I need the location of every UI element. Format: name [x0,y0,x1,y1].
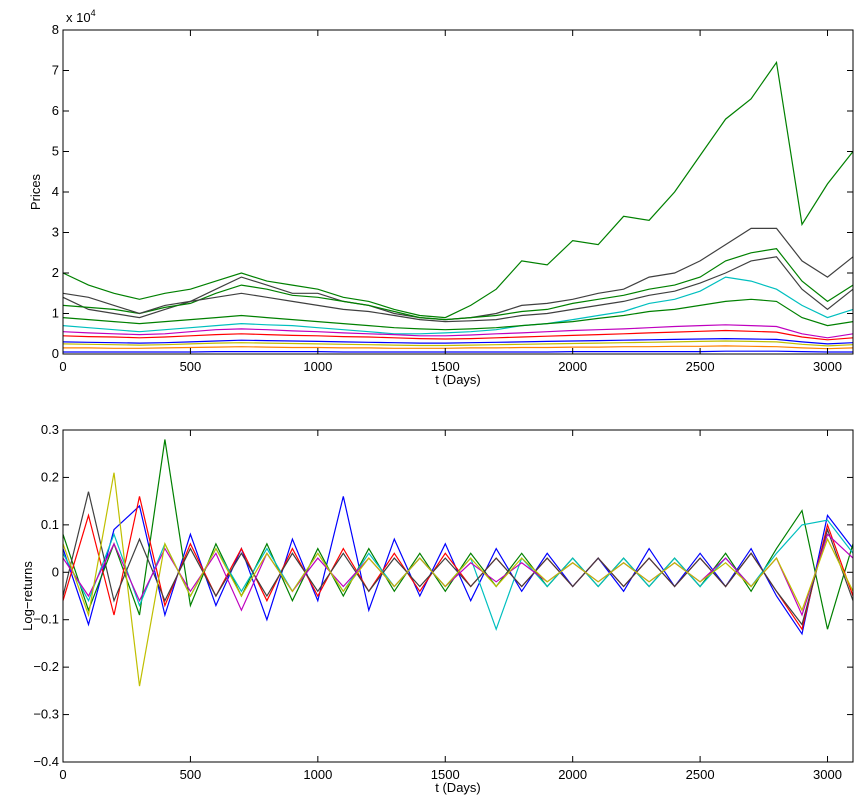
prices-x-tick-label: 0 [59,359,66,374]
prices-y-tick-label: 8 [52,22,59,37]
prices-x-axis-label: t (Days) [435,372,481,387]
prices-x-tick-label: 3000 [813,359,842,374]
log-returns-y-ticks: −0.4 −0.3 −0.2 −0.1 0 0.1 0.2 0.3 [33,422,853,769]
prices-y-tick-label: 4 [52,184,59,199]
prices-series-line-10 [62,340,854,347]
log-returns-y-tick-label: 0.1 [41,517,59,532]
log-returns-x-ticks: 0 500 1000 1500 2000 2500 3000 [59,430,842,782]
log-returns-x-tick-label: 0 [59,767,66,782]
prices-y-tick-label: 3 [52,225,59,240]
log-returns-y-tick-label: 0 [52,564,59,579]
log-returns-x-axis-label: t (Days) [435,780,481,795]
prices-series-line-9 [62,337,854,345]
prices-series-line-11 [63,345,854,350]
prices-exponent-base: x 10 [66,10,91,25]
prices-series-line-5 [62,276,854,335]
log-returns-series-group [62,439,854,687]
prices-series-line-4 [62,256,854,323]
log-returns-series-line-7 [62,472,854,687]
prices-y-tick-label: 1 [52,306,59,321]
log-returns-y-tick-label: −0.1 [33,612,59,627]
prices-y-tick-label: 5 [52,144,59,159]
prices-x-ticks: 0 500 1000 1500 2000 2500 3000 [59,30,842,374]
prices-series-line-8 [62,329,854,341]
prices-x-tick-label: 2500 [686,359,715,374]
log-returns-series-line-5 [62,491,854,626]
prices-series-line-3 [62,248,854,321]
prices-y-tick-label: 2 [52,265,59,280]
log-returns-x-tick-label: 1500 [431,767,460,782]
prices-exponent-label: x 104 [66,8,96,25]
log-returns-series-line-6 [62,533,854,617]
log-returns-y-tick-label: −0.4 [33,754,59,769]
prices-y-tick-label: 0 [52,346,59,361]
prices-y-tick-label: 7 [52,63,59,78]
prices-series-line-6 [62,298,854,331]
prices-series-line-12 [63,350,853,353]
log-returns-x-tick-label: 500 [180,767,202,782]
prices-series-line-1 [62,60,854,319]
prices-y-axis-label: Prices [28,173,43,210]
log-returns-axes-frame [62,429,854,763]
prices-series-line-7 [62,324,854,339]
prices-y-tick-label: 6 [52,103,59,118]
prices-exponent-power: 4 [91,8,96,18]
log-returns-y-tick-label: 0.3 [41,422,59,437]
prices-y-ticks: 0 1 2 3 4 5 6 7 8 [52,22,853,361]
log-returns-chart: 0 500 1000 1500 2000 2500 3000 −0.4−0.3−0.2−0.… [20,422,854,795]
prices-x-tick-label: 1500 [431,359,460,374]
prices-series-group [62,60,854,353]
log-returns-x-tick-label: 1000 [303,767,332,782]
log-returns-x-tick-label: 2000 [558,767,587,782]
log-returns-series-line-2 [62,439,854,630]
log-returns-y-axis-label: Log−returns [20,561,35,631]
log-returns-x-tick-label: 3000 [813,767,842,782]
log-returns-y-tick-label: −0.2 [33,659,59,674]
prices-x-tick-label: 2000 [558,359,587,374]
log-returns-y-tick-label: −0.3 [33,707,59,722]
log-returns-x-tick-label: 2500 [686,767,715,782]
log-returns-y-tick-label: 0.2 [41,469,59,484]
prices-x-tick-label: 1000 [303,359,332,374]
prices-series-line-2 [62,227,854,321]
prices-x-tick-label: 500 [180,359,202,374]
